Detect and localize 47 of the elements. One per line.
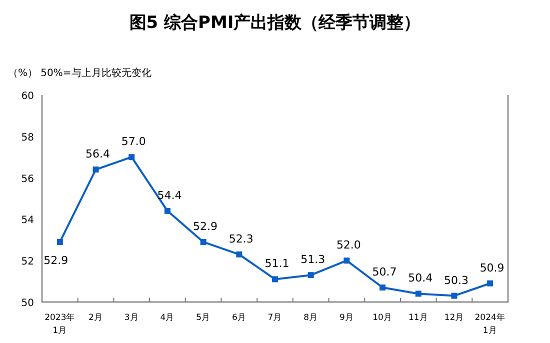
data-label: 52.9: [44, 254, 68, 267]
data-label: 51.1: [264, 257, 290, 270]
data-label: 50.7: [372, 266, 397, 279]
text: （%） 50%=与上月比较无变化: [8, 67, 152, 79]
data-label: 56.4: [86, 148, 110, 161]
point: [451, 292, 458, 299]
x-tick-label: 5月: [196, 313, 211, 323]
x-tick-label: 10月: [372, 313, 392, 323]
y-tick-label: 56: [21, 174, 34, 185]
y-tick-label: 54: [21, 215, 34, 226]
point: [56, 238, 63, 245]
x-tick-label: 9月: [339, 313, 354, 323]
point: [487, 280, 494, 286]
x-tick-label: 6月: [232, 313, 246, 323]
point: [272, 276, 278, 282]
data-label: 52.0: [336, 238, 361, 252]
data-label: 52.3: [228, 232, 254, 246]
y-tick-label: 60: [21, 91, 34, 102]
x-tick-label: 2023年 1月: [44, 312, 76, 336]
point: [344, 258, 350, 264]
x-tick-label: 2月: [88, 313, 103, 323]
x-tick-label: 12月: [444, 313, 464, 323]
x-tick-label: 7月: [268, 313, 282, 323]
x-tick-label: 11月: [408, 313, 428, 323]
y-tick-label: 50: [21, 298, 34, 309]
data-label: 57.0: [121, 135, 146, 148]
y-tick-label: 52: [21, 256, 34, 268]
point: [200, 238, 206, 245]
data-label: 50.4: [408, 272, 433, 285]
y-tick-label: 58: [21, 132, 34, 144]
x-tick-label: 2024年 1月: [474, 312, 506, 336]
data-label: 54.4: [157, 188, 182, 202]
x-tick-label: 3月: [124, 313, 139, 323]
data-label: 50.9: [480, 261, 504, 274]
point: [236, 251, 242, 258]
data-label: 51.3: [300, 253, 326, 266]
x-tick-label: 8月: [304, 313, 318, 323]
point: [380, 284, 386, 291]
point: [308, 272, 314, 278]
point: [128, 154, 135, 160]
point: [164, 208, 170, 214]
data-label: 52.9: [193, 220, 218, 233]
data-label: 50.3: [444, 274, 468, 287]
x-tick-label: 4月: [160, 313, 175, 323]
point: [92, 166, 99, 173]
chart-title: 图5 综合PMI产出指数（经季节调整）: [129, 13, 421, 33]
point: [415, 290, 422, 297]
